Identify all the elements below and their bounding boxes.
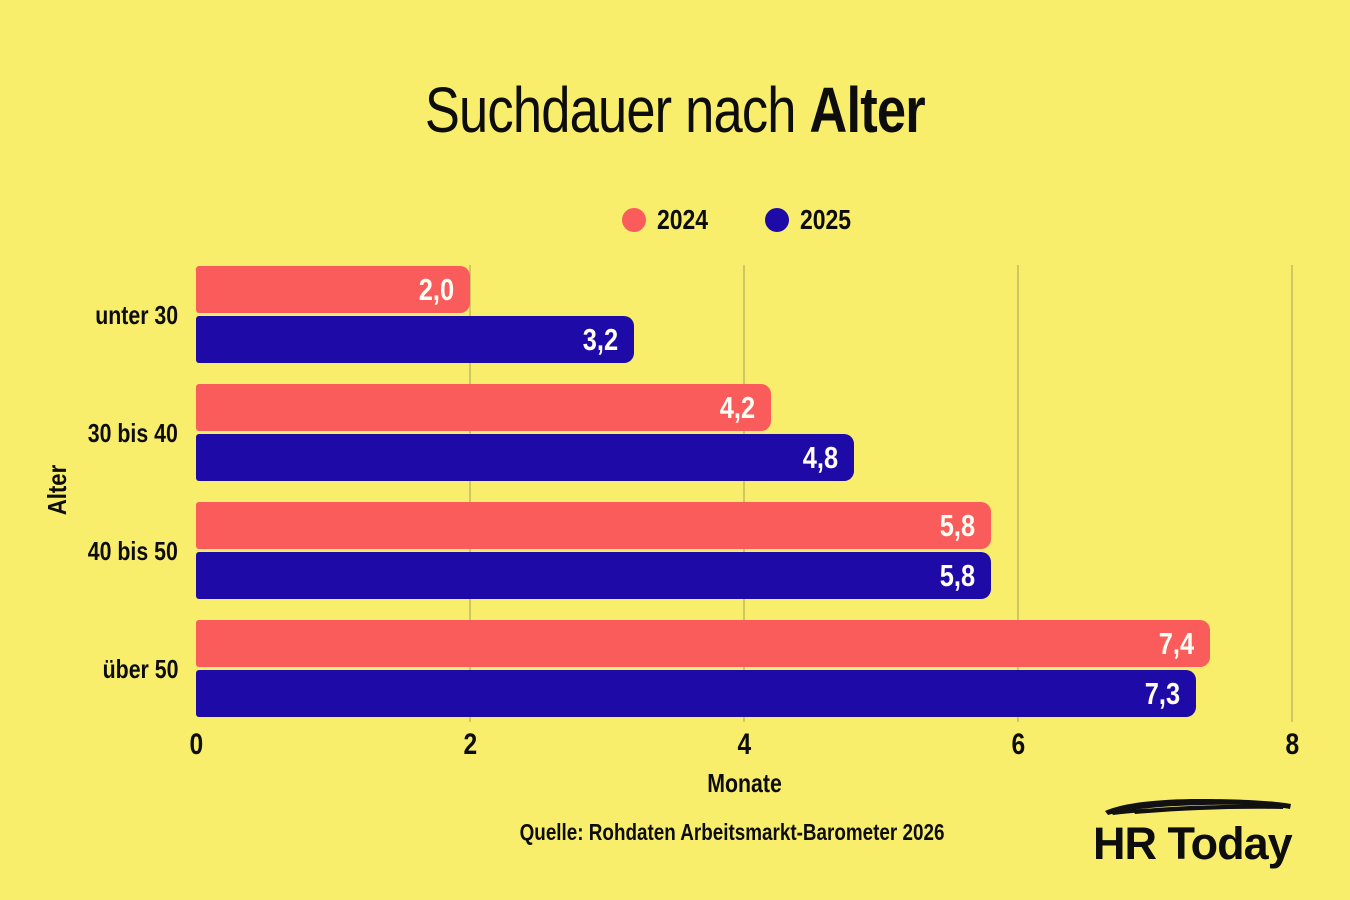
brush-stroke-icon [1105, 799, 1291, 815]
bar-value-label: 4,2 [712, 384, 755, 431]
source-note: Quelle: Rohdaten Arbeitsmarkt-Barometer … [432, 819, 1032, 846]
legend-label-2024: 2024 [657, 204, 719, 236]
bar-2024-über-50: 7,4 [196, 620, 1210, 667]
legend: 2024 2025 [622, 204, 863, 236]
legend-item-2025: 2025 [765, 204, 862, 236]
logo-text: HR Today [1093, 818, 1293, 869]
x-tick-6: 6 [988, 728, 1048, 762]
legend-item-2024: 2024 [622, 204, 719, 236]
x-tick-0: 0 [166, 728, 226, 762]
bar-2024-30-bis-40: 4,2 [196, 384, 771, 431]
bar-value-label: 5,8 [932, 502, 975, 549]
x-tick-text: 2 [463, 728, 477, 761]
bar-value-text: 2,0 [418, 271, 454, 307]
chart-title-regular: Suchdauer nach [425, 74, 810, 146]
bar-value-text: 5,8 [939, 557, 975, 593]
category-label-1: unter 30 [0, 300, 178, 330]
bar-value-label: 4,8 [795, 434, 838, 481]
x-tick-4: 4 [714, 728, 774, 762]
category-label-text: 40 bis 50 [87, 535, 178, 566]
legend-label-2025: 2025 [800, 204, 862, 236]
x-tick-text: 0 [189, 728, 203, 761]
x-tick-8: 8 [1262, 728, 1322, 762]
category-label-4: über 50 [0, 654, 178, 684]
chart-title-bold: Alter [809, 74, 926, 146]
x-tick-text: 4 [737, 728, 751, 761]
bar-2025-über-50: 7,3 [196, 670, 1196, 717]
bar-value-label: 3,2 [575, 316, 618, 363]
bar-value-label: 5,8 [932, 552, 975, 599]
bar-value-text: 4,2 [719, 389, 755, 425]
x-tick-text: 6 [1011, 728, 1025, 761]
bar-2025-unter-30: 3,2 [196, 316, 634, 363]
bar-value-text: 5,8 [939, 507, 975, 543]
x-tick-text: 8 [1285, 728, 1299, 761]
legend-label-2025-text: 2025 [800, 204, 852, 235]
bar-value-label: 7,3 [1137, 670, 1180, 717]
legend-label-2024-text: 2024 [657, 204, 709, 235]
bar-value-label: 7,4 [1151, 620, 1194, 667]
gridline-2 [469, 265, 471, 722]
legend-swatch-2025 [765, 208, 790, 232]
category-label-text: 30 bis 40 [87, 417, 178, 448]
category-label-text: über 50 [102, 653, 178, 684]
gridline-4 [743, 265, 745, 722]
category-label-text: unter 30 [95, 299, 178, 330]
chart-title-text: Suchdauer nach Alter [425, 74, 926, 148]
chart-title: Suchdauer nach Alter [0, 74, 1350, 148]
gridline-6 [1017, 265, 1019, 722]
bar-2024-40-bis-50: 5,8 [196, 502, 991, 549]
category-label-3: 40 bis 50 [0, 536, 178, 566]
bar-value-text: 7,4 [1158, 625, 1194, 661]
bar-value-text: 7,3 [1144, 675, 1180, 711]
x-axis-label: Monate [644, 768, 844, 799]
x-axis-label-text: Monate [706, 768, 782, 798]
hr-today-logo: HR Today [1093, 793, 1308, 873]
bar-2025-40-bis-50: 5,8 [196, 552, 991, 599]
category-label-2: 30 bis 40 [0, 418, 178, 448]
bar-value-text: 3,2 [582, 321, 618, 357]
bar-2025-30-bis-40: 4,8 [196, 434, 854, 481]
bar-2024-unter-30: 2,0 [196, 266, 470, 313]
legend-swatch-2024 [622, 208, 646, 232]
gridline-8 [1291, 265, 1293, 722]
bar-value-text: 4,8 [802, 439, 838, 475]
bar-value-label: 2,0 [411, 266, 454, 313]
x-tick-2: 2 [440, 728, 500, 762]
source-note-text: Quelle: Rohdaten Arbeitsmarkt-Barometer … [519, 819, 945, 845]
